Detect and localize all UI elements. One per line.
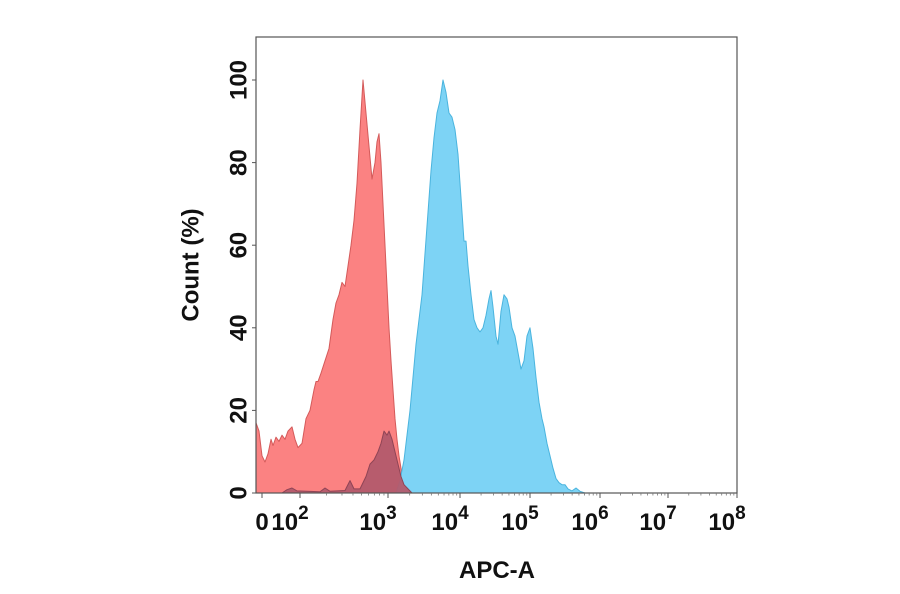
- x-tick-label: 106: [571, 503, 608, 536]
- y-tick-label: 0: [225, 486, 252, 499]
- x-axis-title: APC-A: [459, 557, 535, 584]
- x-tick-label: 104: [431, 503, 469, 536]
- x-axis: 0 102 103 104 105 106 107 108: [255, 493, 746, 536]
- series-1-area: [395, 79, 586, 494]
- x-tick-label: 102: [271, 503, 308, 536]
- x-tick-label: 107: [639, 503, 676, 536]
- series-2-area: [281, 430, 413, 494]
- y-tick-label: 80: [225, 149, 252, 176]
- x-tick-label: 103: [359, 503, 396, 536]
- y-axis: 0 20 40 60 80 100: [225, 60, 256, 500]
- x-tick-label: 0: [255, 509, 268, 536]
- y-tick-label: 100: [225, 60, 252, 100]
- y-tick-label: 20: [225, 397, 252, 424]
- y-tick-label: 60: [225, 232, 252, 259]
- series-0-area: [255, 79, 416, 494]
- plot-frame: [255, 36, 738, 494]
- y-tick-label: 40: [225, 314, 252, 341]
- series-layer: [255, 79, 586, 494]
- x-tick-label: 105: [501, 503, 539, 536]
- x-tick-label: 108: [708, 503, 745, 536]
- y-axis-title: Count (%): [177, 208, 204, 321]
